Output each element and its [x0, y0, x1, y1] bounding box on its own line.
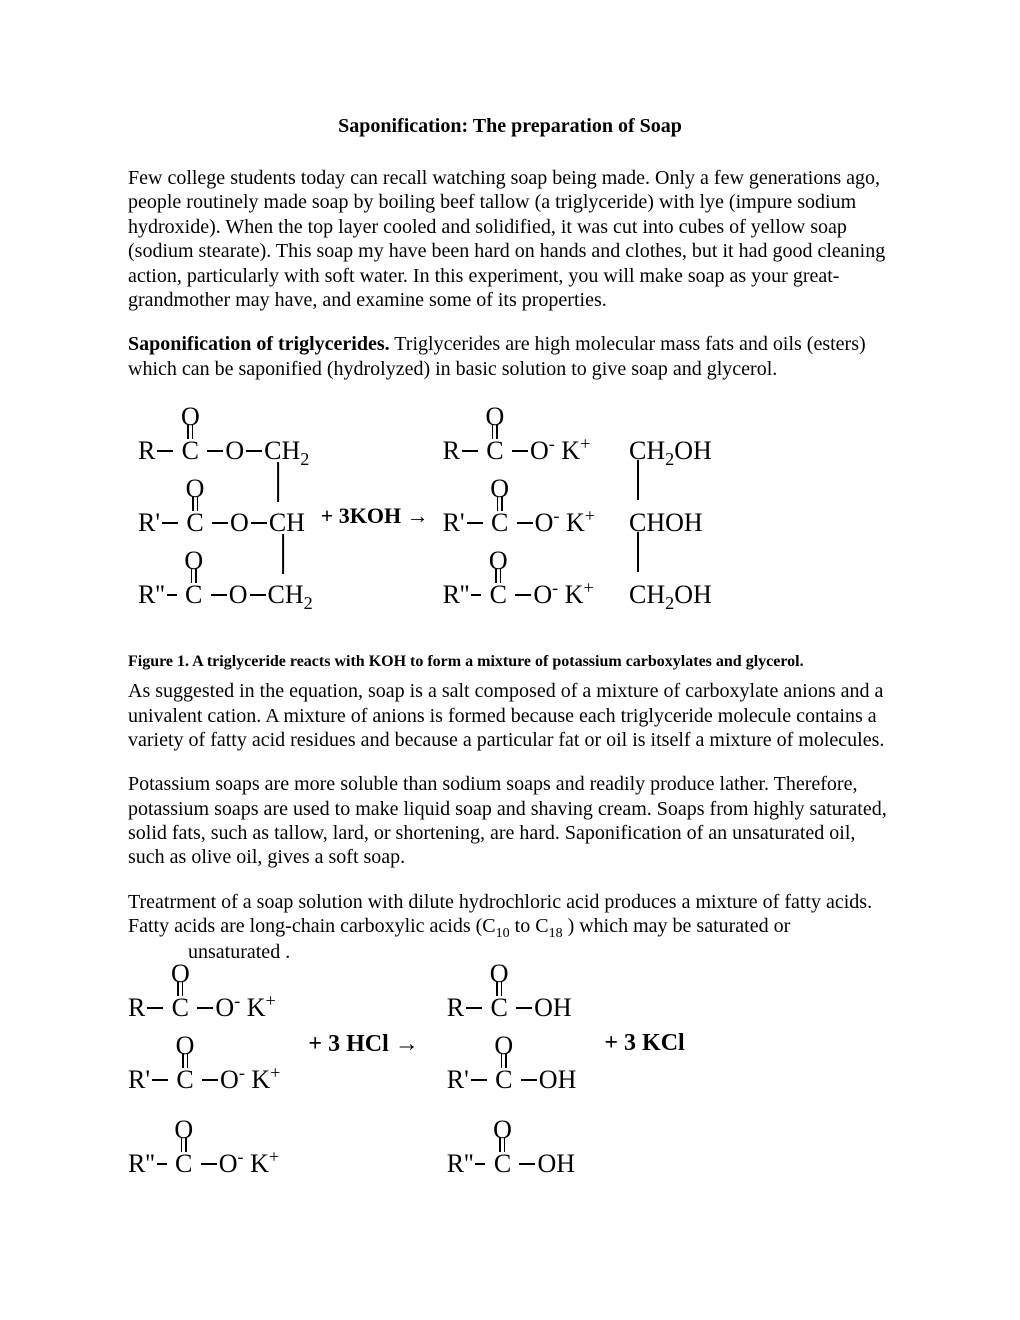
- paragraph-saponification: Saponification of triglycerides. Triglyc…: [128, 332, 892, 381]
- fatty-acid-products: R OC OH R' OC OH R'' OC OH: [447, 966, 577, 1196]
- page-title: Saponification: The preparation of Soap: [128, 115, 892, 138]
- figure-1-caption: Figure 1. A triglyceride reacts with KOH…: [128, 653, 892, 671]
- carbonyl-group: OC: [175, 436, 205, 466]
- paragraph-5: Treatrment of a soap solution with dilut…: [128, 890, 892, 939]
- para2-bold: Saponification of triglycerides.: [128, 333, 390, 355]
- paragraph-intro: Few college students today can recall wa…: [128, 166, 892, 312]
- reagent-hcl: + 3 HCl →: [308, 1030, 418, 1058]
- document-page: Saponification: The preparation of Soap …: [0, 0, 1020, 1278]
- carboxylate-products: R OC O- K+ R' OC O- K+ R'' OC O- K+: [443, 401, 595, 631]
- r1-label: R: [138, 436, 155, 466]
- equation-2: R OC O- K+ R' OC O- K+ R'' OC O- K+: [128, 966, 892, 1196]
- r3-label: R'': [138, 580, 165, 610]
- glycerol-product: CH2OH CHOH CH2OH: [629, 401, 712, 631]
- triglyceride-reactant: R OC O CH2 R' OC O CH: [138, 401, 313, 631]
- reagent-koh: + 3KOH →: [321, 503, 429, 529]
- equation-1: R OC O CH2 R' OC O CH: [128, 401, 892, 631]
- byproduct-kcl: + 3 KCl: [604, 1030, 684, 1057]
- r2-label: R': [138, 508, 160, 538]
- soap-reactant: R OC O- K+ R' OC O- K+ R'' OC O- K+: [128, 966, 280, 1196]
- paragraph-3: As suggested in the equation, soap is a …: [128, 679, 892, 752]
- unsaturated-label: unsaturated .: [188, 941, 892, 964]
- paragraph-4: Potassium soaps are more soluble than so…: [128, 772, 892, 870]
